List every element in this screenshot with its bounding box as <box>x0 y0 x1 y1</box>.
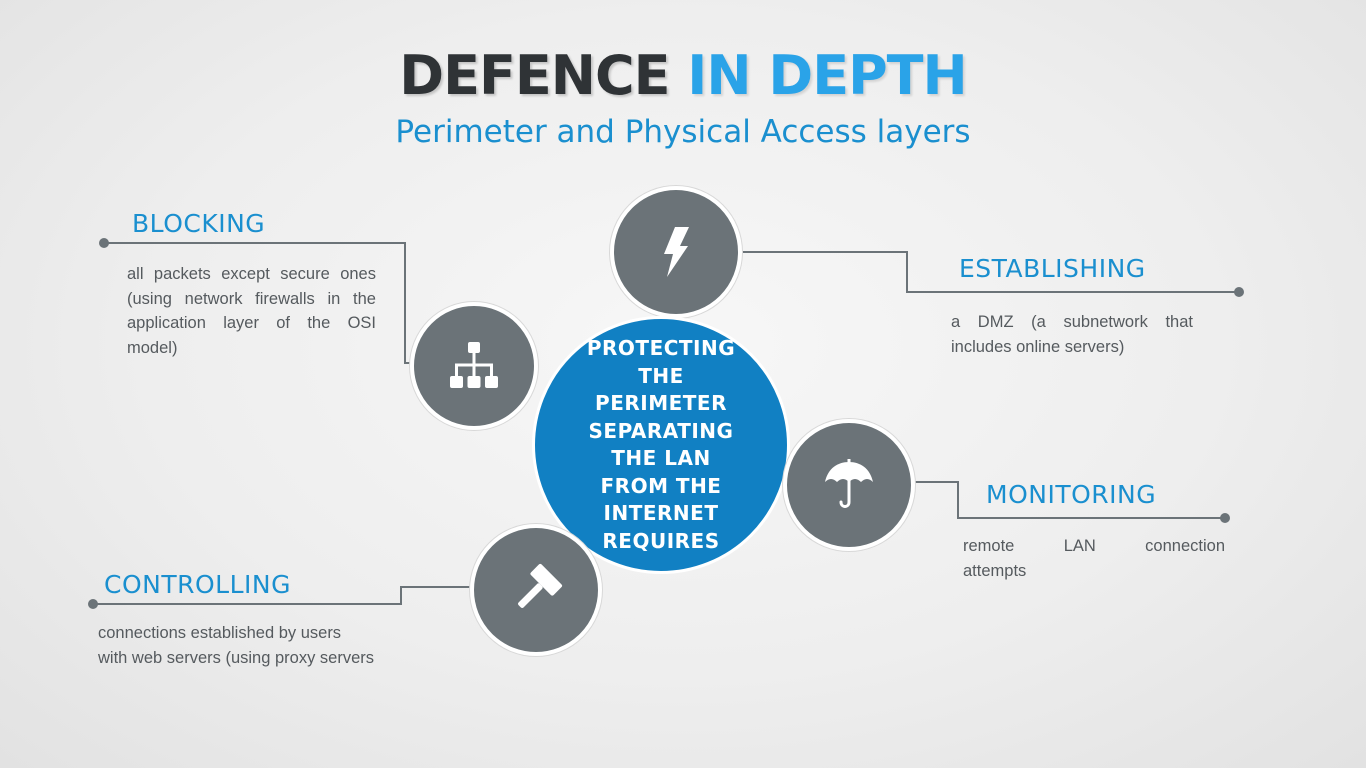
establishing-circle <box>610 186 742 318</box>
controlling-description: connections established by users with we… <box>98 621 418 670</box>
establishing-heading: ESTABLISHING <box>959 254 1146 283</box>
lightning-icon <box>661 226 691 278</box>
blocking-line: application layer of the OSI <box>127 311 376 336</box>
monitoring-line: remote LAN connection <box>963 534 1225 559</box>
establishing-line: a DMZ (a subnetwork that <box>951 310 1193 335</box>
blocking-circle <box>410 302 538 430</box>
gavel-icon <box>508 562 564 618</box>
controlling-line: connections established by users <box>98 621 418 646</box>
blocking-line: model) <box>127 336 376 361</box>
hierarchy-icon <box>447 341 501 391</box>
blocking-line: (using network firewalls in the <box>127 287 376 312</box>
blocking-description: all packets except secure ones (using ne… <box>127 262 376 360</box>
controlling-line: with web servers (using proxy servers <box>98 646 418 671</box>
blocking-line: all packets except secure ones <box>127 262 376 287</box>
establishing-dot <box>1234 287 1244 297</box>
establishing-line: includes online servers) <box>951 335 1193 360</box>
monitoring-dot <box>1220 513 1230 523</box>
monitoring-heading: MONITORING <box>986 480 1156 509</box>
controlling-heading: CONTROLLING <box>104 570 291 599</box>
blocking-dot <box>99 238 109 248</box>
blocking-heading: BLOCKING <box>132 209 265 238</box>
monitoring-circle <box>783 419 915 551</box>
center-text: PROTECTING THE PERIMETER SEPARATING THE … <box>576 335 746 555</box>
monitoring-description: remote LAN connection attempts <box>963 534 1225 583</box>
controlling-dot <box>88 599 98 609</box>
monitoring-line: attempts <box>963 559 1225 584</box>
umbrella-icon <box>822 458 876 512</box>
controlling-circle <box>470 524 602 656</box>
establishing-description: a DMZ (a subnetwork that includes online… <box>951 310 1193 359</box>
